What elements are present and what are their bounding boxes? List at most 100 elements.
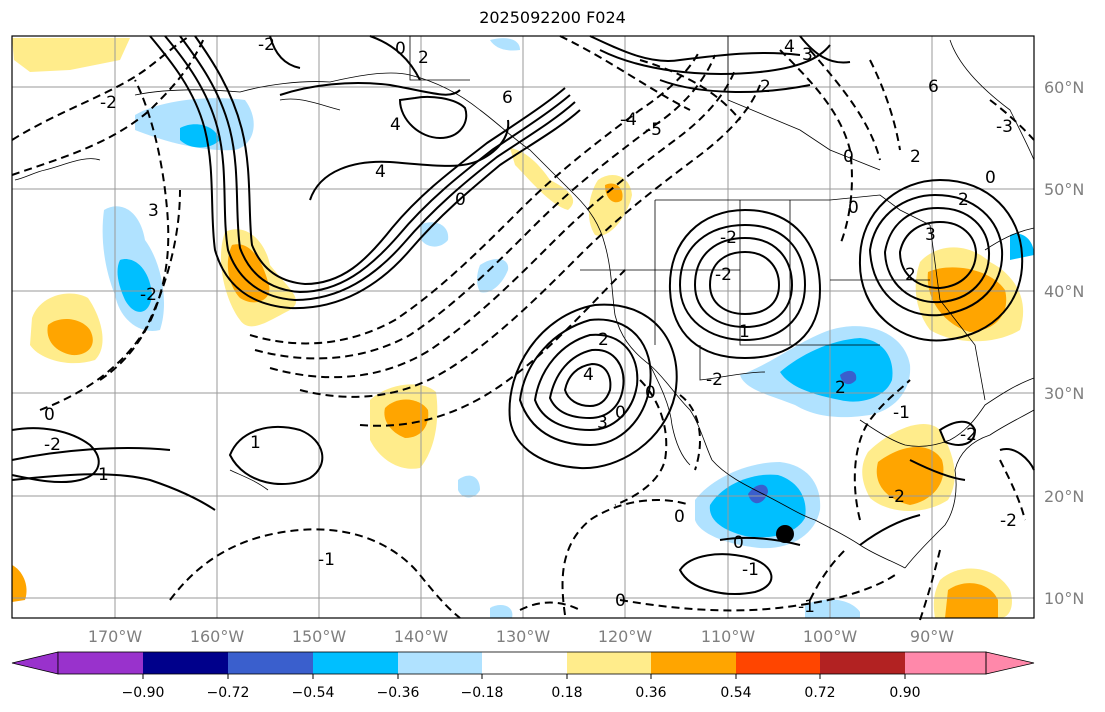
colorbar-bin: [398, 652, 482, 674]
anomaly-fill: [180, 124, 220, 148]
contour-label: 0: [733, 533, 744, 553]
colorbar-bin: [228, 652, 313, 674]
lat-label: 60°N: [1044, 78, 1084, 97]
contour-label: 3: [925, 225, 936, 245]
graticule: [12, 36, 1034, 618]
lon-label: 160°W: [190, 627, 245, 646]
contour-label: -2: [888, 487, 905, 507]
anomaly-fill: [12, 38, 130, 72]
colorbar-tick-label: −0.36: [377, 685, 420, 701]
contour-label: 0: [645, 383, 656, 403]
contour-label: 0: [985, 168, 996, 188]
lon-label: 170°W: [88, 627, 143, 646]
lat-label: 20°N: [1044, 487, 1084, 506]
contour-label: 2: [958, 190, 969, 210]
map-title: 2025092200 F024: [479, 8, 626, 27]
colorbar: −0.90 −0.72 −0.54 −0.36 −0.18 0.18 0.36 …: [11, 651, 1035, 701]
anomaly-fill: [748, 484, 768, 504]
anomaly-fill: [384, 399, 429, 438]
lon-label: 120°W: [598, 627, 653, 646]
colorbar-tick-label: −0.90: [122, 685, 165, 701]
contour-label: -1: [893, 403, 910, 423]
contour-label: -4: [620, 110, 637, 130]
anomaly-fill: [490, 605, 513, 618]
lon-label: 140°W: [394, 627, 449, 646]
map-frame: [11, 35, 1035, 619]
positive-contours: [11, 35, 1035, 595]
contour-label: 2: [598, 330, 609, 350]
lat-label: 40°N: [1044, 282, 1084, 301]
contour-label: 4: [390, 115, 401, 135]
colorbar-tick-label: 0.90: [889, 685, 920, 701]
colorbar-tick-label: −0.18: [461, 685, 504, 701]
colorbar-tick-label: 0.54: [720, 685, 751, 701]
contour-label: -2: [258, 35, 275, 55]
latitude-labels: 60°N 50°N 40°N 30°N 20°N 10°N: [1044, 78, 1084, 608]
contour-label: 0: [615, 591, 626, 611]
colorbar-tick-label: −0.54: [292, 685, 335, 701]
lon-label: 90°W: [910, 627, 954, 646]
contour-label: 0: [455, 190, 466, 210]
contour-label: -3: [996, 117, 1013, 137]
anomaly-fill: [510, 148, 574, 210]
storm-center-marker: [776, 525, 794, 543]
anomaly-fill: [420, 222, 449, 247]
anomaly-fill: [477, 258, 509, 293]
coastlines: [14, 36, 1035, 569]
colorbar-tick-label: 0.18: [551, 685, 582, 701]
lon-label: 110°W: [701, 627, 756, 646]
anomaly-fill: [490, 38, 520, 51]
colorbar-outline: [57, 651, 987, 675]
colorbar-bin: [482, 652, 567, 674]
colorbar-tick-label: −0.72: [207, 685, 250, 701]
contour-label: 2: [835, 378, 846, 398]
anomaly-fill: [605, 183, 623, 203]
colorbar-bin: [567, 652, 651, 674]
colorbar-tick-label: 0.36: [635, 685, 666, 701]
contour-label: -2: [1000, 511, 1017, 531]
contour-label: -2: [715, 265, 732, 285]
contour-label: -2: [140, 285, 157, 305]
contour-label: -2: [100, 93, 117, 113]
anomaly-fill: [805, 599, 860, 618]
contour-label: -2: [720, 228, 737, 248]
contour-label: -1: [318, 550, 335, 570]
contour-label: -1: [798, 597, 815, 617]
anomaly-fill: [12, 565, 27, 602]
contour-label: 2: [910, 147, 921, 167]
anomaly-fill: [840, 370, 857, 385]
colorbar-bin: [820, 652, 905, 674]
colorbar-tick-label: 0.72: [804, 685, 835, 701]
contour-label: -2: [44, 435, 61, 455]
contour-label: 0: [615, 403, 626, 423]
contour-label: -2: [960, 425, 977, 445]
contour-label: 1: [250, 433, 261, 453]
contour-label: 1: [98, 465, 109, 485]
anomaly-fill: [945, 583, 998, 618]
anomaly-fill: [780, 338, 893, 402]
anomaly-fill: [458, 475, 480, 498]
contour-label: 0: [44, 405, 55, 425]
colorbar-extend-left: [11, 651, 59, 675]
lon-label: 130°W: [496, 627, 551, 646]
colorbar-bin: [736, 652, 820, 674]
contour-label: 0: [395, 39, 406, 59]
contour-label: 0: [674, 507, 685, 527]
contour-label: 3: [802, 45, 813, 65]
anomaly-fill: [117, 259, 152, 312]
colorbar-extend-right: [985, 651, 1035, 675]
contour-label: 2: [905, 265, 916, 285]
lat-label: 10°N: [1044, 589, 1084, 608]
contour-labels: 0 2 4 6 4 3 -2 2 0 4 0 -2 6 2 0 2 -2 -2 …: [44, 35, 1017, 617]
lon-label: 100°W: [803, 627, 858, 646]
contour-label: 4: [784, 37, 795, 57]
lon-label: 150°W: [292, 627, 347, 646]
anomaly-fill: [927, 267, 1007, 332]
contour-label: 6: [928, 77, 939, 97]
contour-label: -1: [742, 560, 759, 580]
contour-label: 4: [375, 162, 386, 182]
contour-label: 3: [597, 413, 608, 433]
colorbar-bin: [313, 652, 398, 674]
negative-contours: [11, 35, 1035, 621]
